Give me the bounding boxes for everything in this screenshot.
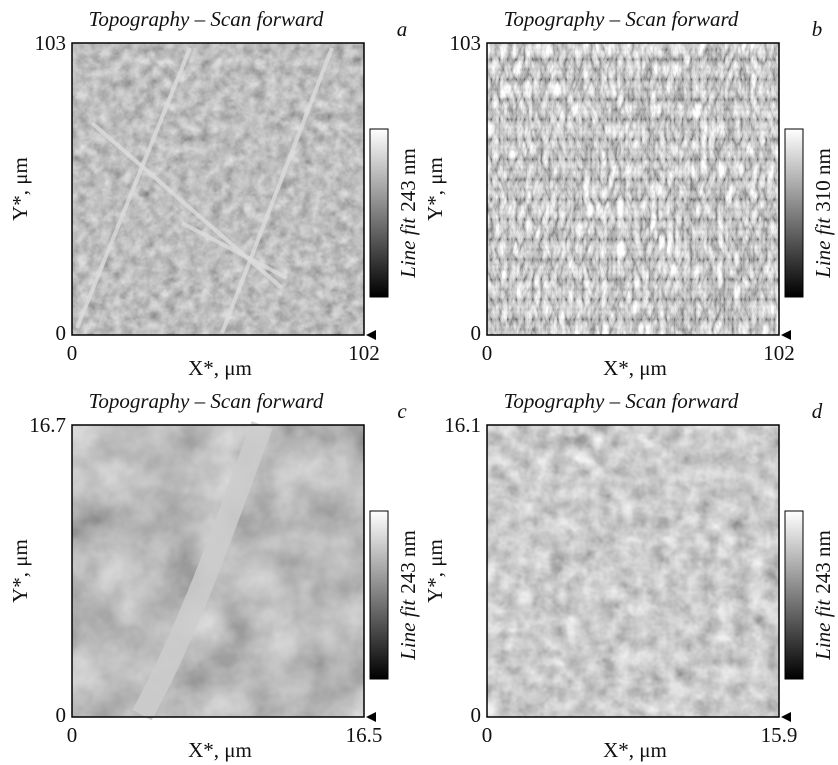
colorbar-label: Line fit 243 nm <box>396 530 420 661</box>
panel: Topography – Scan forward d X*, μm Y*, μm 0 1… <box>423 389 835 762</box>
y-tick-label: 0 <box>471 703 482 727</box>
axis-arrow <box>366 712 376 722</box>
x-axis-label: X*, μm <box>188 356 252 380</box>
y-tick-label: 0 <box>56 703 67 727</box>
colorbar <box>370 129 388 297</box>
y-axis-label: Y*, μm <box>8 539 32 603</box>
y-axis-label: Y*, μm <box>8 157 32 221</box>
colorbar-range: 243 nm <box>396 530 420 594</box>
y-tick-label: 0 <box>56 321 67 345</box>
panel-letter: b <box>812 17 823 41</box>
y-tick-label: 16.7 <box>29 413 66 437</box>
x-tick-label: 0 <box>67 341 78 365</box>
axis-arrow <box>781 330 791 340</box>
colorbar <box>785 511 803 679</box>
colorbar-label: Line fit 310 nm <box>811 148 835 279</box>
axis-arrow <box>781 712 791 722</box>
colorbar-label-name: Line fit <box>396 599 420 661</box>
afm-image <box>487 425 779 717</box>
panel-title: Topography – Scan forward <box>89 389 324 413</box>
y-axis-label: Y*, μm <box>423 157 447 221</box>
afm-image <box>487 43 779 335</box>
x-tick-label: 102 <box>763 341 795 365</box>
colorbar-label: Line fit 243 nm <box>396 148 420 279</box>
x-tick-label: 0 <box>482 341 493 365</box>
y-tick-label: 103 <box>35 31 67 55</box>
x-axis-label: X*, μm <box>188 738 252 762</box>
colorbar-label: Line fit 243 nm <box>811 530 835 661</box>
x-tick-label: 0 <box>67 723 78 747</box>
colorbar <box>370 511 388 679</box>
colorbar-range: 310 nm <box>811 148 835 212</box>
colorbar-label-name: Line fit <box>811 599 835 661</box>
x-axis-label: X*, μm <box>603 356 667 380</box>
x-tick-label: 0 <box>482 723 493 747</box>
x-axis-label: X*, μm <box>603 738 667 762</box>
axis-arrow <box>366 330 376 340</box>
panel: Topography – Scan forward a X*, μm Y*, μm 0 1… <box>8 7 420 380</box>
panel-letter: a <box>397 17 408 41</box>
afm-image <box>72 43 364 335</box>
y-axis-label: Y*, μm <box>423 539 447 603</box>
panel: Topography – Scan forward c X*, μm Y*, μm 0 1… <box>8 389 420 762</box>
panel-letter: c <box>397 399 407 423</box>
colorbar <box>785 129 803 297</box>
panel-title: Topography – Scan forward <box>504 389 739 413</box>
y-tick-label: 0 <box>471 321 482 345</box>
figure: Topography – Scan forward a X*, μm Y*, μm 0 1… <box>0 0 838 765</box>
colorbar-range: 243 nm <box>811 530 835 594</box>
panel-title: Topography – Scan forward <box>89 7 324 31</box>
panel-letter: d <box>812 399 823 423</box>
panel-title: Topography – Scan forward <box>504 7 739 31</box>
panel: Topography – Scan forward b X*, μm Y*, μm 0 1… <box>423 7 835 380</box>
x-tick-label: 15.9 <box>761 723 798 747</box>
colorbar-range: 243 nm <box>396 148 420 212</box>
y-tick-label: 16.1 <box>444 413 481 437</box>
colorbar-label-name: Line fit <box>396 217 420 279</box>
x-tick-label: 102 <box>348 341 380 365</box>
y-tick-label: 103 <box>450 31 482 55</box>
colorbar-label-name: Line fit <box>811 217 835 279</box>
x-tick-label: 16.5 <box>346 723 383 747</box>
